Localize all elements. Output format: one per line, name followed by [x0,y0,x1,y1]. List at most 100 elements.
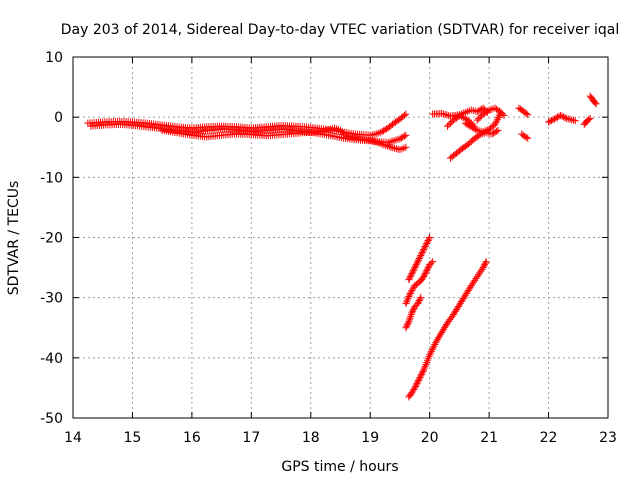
data-point [400,111,408,119]
data-point [463,120,471,128]
data-point [409,268,417,276]
data-point [521,132,529,140]
data-point [476,113,484,121]
data-point [524,111,532,119]
y-tick-label: -30 [40,291,63,307]
data-point [475,107,483,115]
data-point [412,262,420,270]
series-fall-c [402,294,425,332]
data-point [473,273,481,281]
data-point [558,112,566,120]
data-point [481,259,489,267]
data-point [592,100,600,108]
data-point [416,295,424,303]
data-point [406,314,414,322]
data-point [397,134,405,142]
data-point [412,381,420,389]
series-band-lower [158,124,410,154]
data-point [383,142,391,150]
data-point [446,119,454,127]
data-point [410,265,418,273]
data-point [559,113,567,121]
data-point [422,268,430,276]
data-point [549,116,557,124]
data-point [426,234,434,241]
data-point [381,126,389,134]
series-track-f [515,104,532,119]
data-point [494,115,502,123]
data-point [428,346,436,354]
data-point [467,123,475,131]
data-point [415,255,423,263]
x-tick-label: 15 [124,430,142,446]
data-point [476,269,484,277]
data-point [407,311,415,319]
data-point [407,271,415,279]
data-point [484,107,492,115]
data-point [411,303,419,311]
data-point [561,114,569,122]
data-point [415,297,423,305]
data-point [338,128,346,136]
data-point [553,113,561,121]
data-point [422,241,430,249]
data-point [472,274,480,282]
data-point [468,280,476,288]
data-point [482,258,490,266]
y-tick-label: -50 [40,411,63,427]
y-tick-label: -40 [40,351,63,367]
data-point [409,267,417,275]
data-point [417,372,425,380]
data-point [493,117,501,125]
data-point [471,276,479,284]
data-point [473,108,481,116]
y-tick-label: 0 [54,110,63,126]
data-point [396,135,404,143]
data-point [421,243,429,251]
data-point [427,347,435,355]
data-point [378,140,386,148]
data-point [414,258,422,266]
data-point [409,307,417,315]
data-point [417,294,425,302]
data-point [423,267,431,275]
data-point [403,298,411,306]
data-point [416,373,424,381]
data-point [556,111,564,119]
x-tick-label: 20 [421,430,439,446]
data-point [498,110,506,118]
x-tick-label: 14 [64,430,82,446]
series-fall-b [402,258,437,308]
data-point [408,270,416,278]
data-point [464,121,472,129]
data-point [407,312,415,320]
data-point [423,238,431,246]
data-point [493,127,501,135]
series-track-c [446,126,502,162]
series-track-j [586,92,600,108]
data-point [385,143,393,151]
data-point [420,273,428,281]
data-point [479,264,487,272]
data-point [409,306,417,314]
data-point [403,322,411,330]
data-point [337,126,344,134]
data-point [424,264,432,272]
data-point [417,252,425,260]
chart-title: Day 203 of 2014, Sidereal Day-to-day VTE… [61,22,619,38]
data-point [421,362,429,370]
x-axis-label: GPS time / hours [281,459,398,475]
data-point [417,250,425,258]
series-fall-a [405,234,434,284]
series-fall-main [405,258,490,401]
data-point [475,115,483,123]
data-point [426,351,434,359]
y-tick-label: -10 [40,170,63,186]
data-point [419,274,427,282]
data-point [500,111,508,119]
data-point [420,366,428,374]
data-point [412,261,420,269]
data-point [477,267,485,275]
